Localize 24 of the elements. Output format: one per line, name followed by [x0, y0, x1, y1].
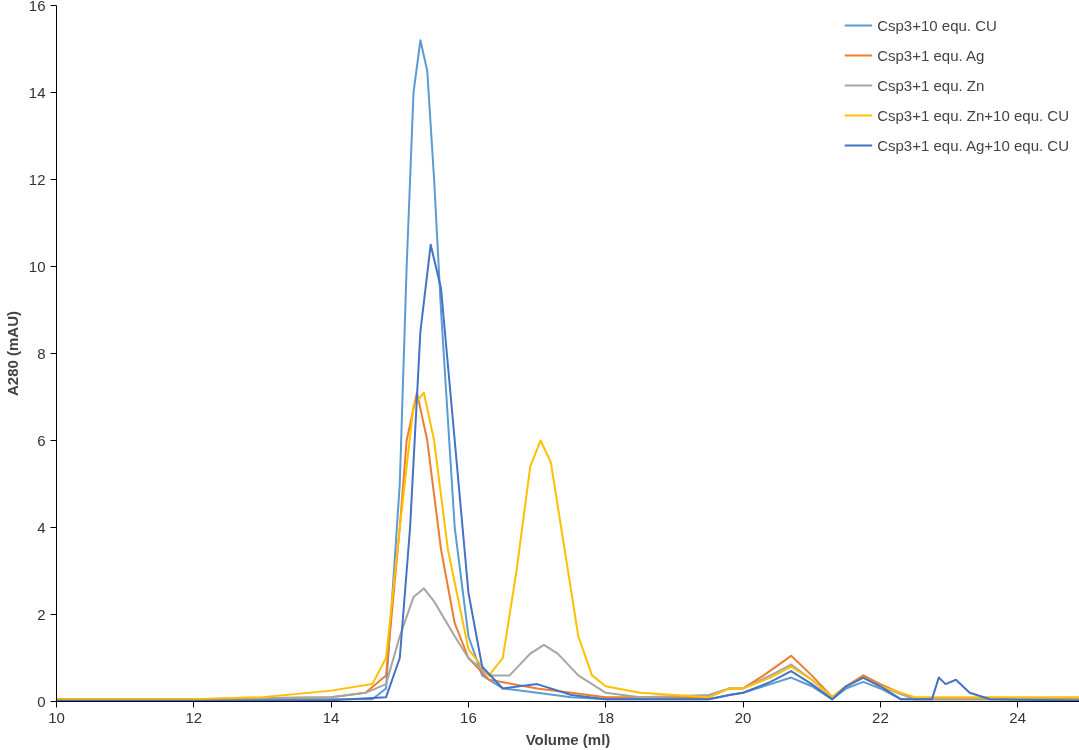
x-tick-label: 20	[734, 708, 752, 726]
x-tick-label: 14	[322, 708, 340, 726]
x-axis-title: Volume (ml)	[525, 730, 611, 748]
y-tick-label: 16	[28, 0, 46, 14]
legend-label: Csp3+1 equ. Ag+10 equ. CU	[877, 136, 1069, 154]
x-tick-label: 18	[597, 708, 615, 726]
y-tick-label: 2	[37, 605, 46, 623]
x-tick-label: 16	[460, 708, 477, 726]
x-tick-label: 12	[185, 708, 203, 726]
y-tick-label: 14	[28, 83, 46, 101]
legend-label: Csp3+10 equ. CU	[877, 16, 997, 34]
y-tick-label: 8	[37, 344, 46, 362]
legend-label: Csp3+1 equ. Zn+10 equ. CU	[877, 106, 1069, 124]
y-tick-label: 0	[37, 692, 46, 710]
y-axis-title: A280 (mAU)	[3, 310, 21, 397]
y-tick-label: 10	[28, 257, 46, 275]
x-tick-label: 10	[48, 708, 65, 726]
x-tick-label: 24	[1009, 708, 1027, 726]
legend-label: Csp3+1 equ. Ag	[877, 46, 985, 64]
x-tick-label: 22	[872, 708, 889, 726]
y-tick-label: 6	[37, 431, 46, 449]
y-tick-label: 4	[37, 518, 46, 536]
y-tick-label: 12	[28, 170, 46, 188]
legend-label: Csp3+1 equ. Zn	[877, 76, 985, 94]
